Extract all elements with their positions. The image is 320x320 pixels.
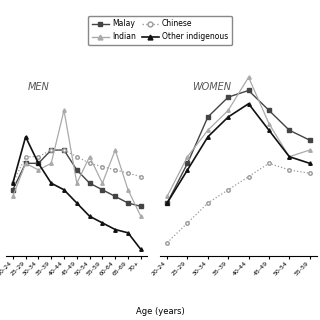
Text: WOMEN: WOMEN bbox=[192, 83, 231, 92]
Text: Age (years): Age (years) bbox=[136, 307, 184, 316]
Legend: Malay, Indian, Chinese, Other indigenous: Malay, Indian, Chinese, Other indigenous bbox=[88, 16, 232, 45]
Text: MEN: MEN bbox=[28, 83, 50, 92]
